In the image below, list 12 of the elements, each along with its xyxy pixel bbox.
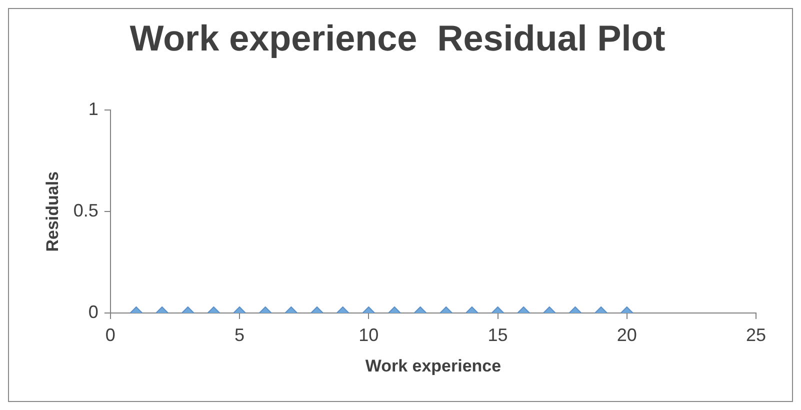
x-tick-label: 0 — [105, 324, 116, 345]
x-tick-label: 10 — [358, 324, 379, 345]
x-tick-label: 20 — [616, 324, 637, 345]
x-tick-label: 15 — [488, 324, 508, 345]
x-axis-title: Work experience — [365, 356, 502, 376]
y-tick-label: 1 — [88, 99, 98, 120]
x-tick-label: 5 — [234, 324, 245, 345]
y-axis-title: Residuals — [42, 171, 62, 252]
y-tick-label: 0.5 — [73, 200, 98, 221]
y-tick-label: 0 — [88, 302, 98, 322]
chart-title: Work experience Residual Plot — [130, 18, 666, 59]
x-tick-label: 25 — [746, 324, 766, 345]
